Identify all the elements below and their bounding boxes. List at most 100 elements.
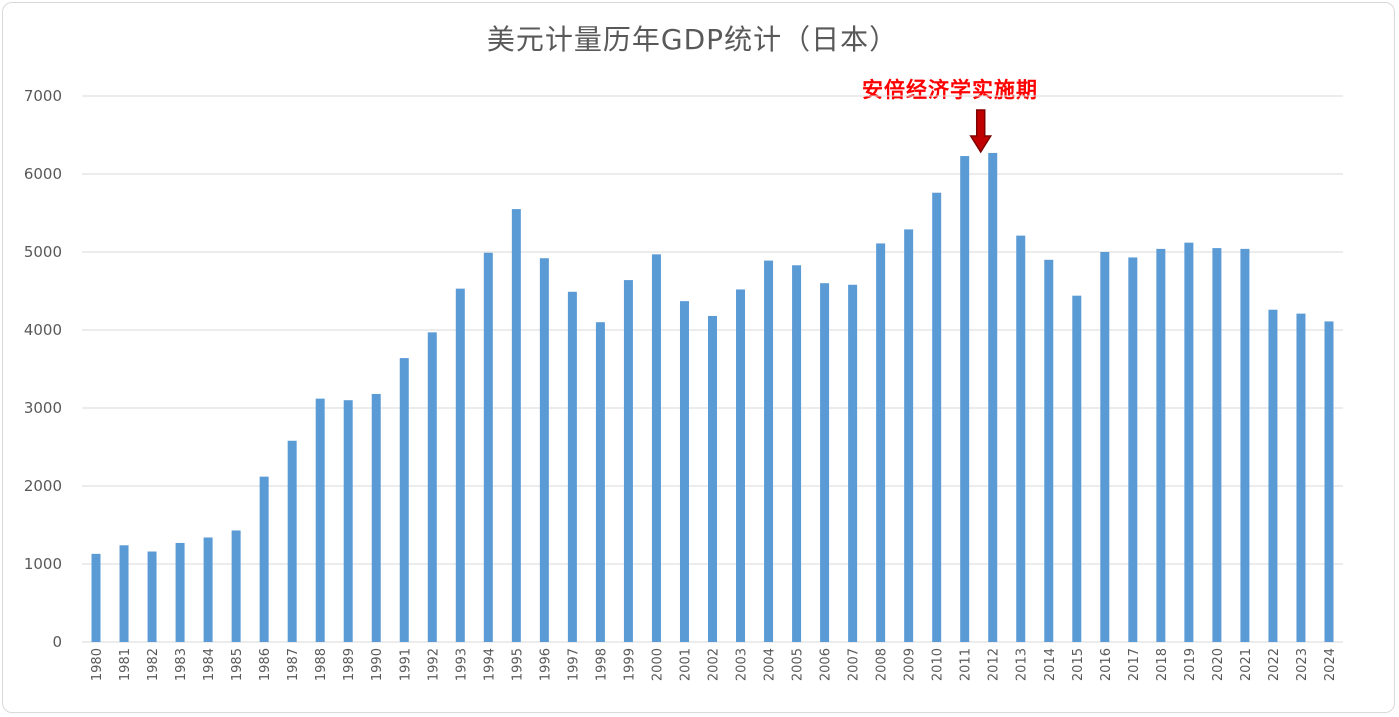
bar-2010 [932, 192, 942, 642]
x-tick-label: 1999 [622, 648, 637, 681]
bar-2006 [820, 283, 830, 642]
x-tick-label: 1994 [482, 648, 497, 681]
x-tick-label: 2010 [931, 648, 946, 681]
bar-1981 [119, 545, 129, 642]
chart-title: 美元计量历年GDP统计（日本） [486, 23, 899, 56]
x-tick-label: 2014 [1043, 648, 1058, 681]
bar-series [91, 152, 1334, 643]
bar-2022 [1268, 309, 1278, 642]
annotation-arrow [969, 109, 993, 154]
bar-2005 [792, 265, 802, 642]
x-tick-label: 2023 [1295, 648, 1310, 681]
bar-1997 [567, 291, 577, 642]
bar-2023 [1296, 313, 1306, 642]
x-tick-label: 2009 [903, 648, 918, 681]
bar-2014 [1044, 259, 1054, 642]
bar-1991 [399, 358, 409, 642]
x-tick-label: 2012 [987, 648, 1002, 681]
bar-1982 [147, 551, 157, 642]
x-tick-label: 1991 [398, 648, 413, 681]
bar-1986 [259, 476, 269, 642]
y-tick-label: 7000 [24, 87, 62, 105]
x-tick-label: 2021 [1239, 648, 1254, 681]
bar-1994 [483, 252, 493, 642]
down-arrow-icon [969, 109, 993, 154]
y-tick-label: 0 [52, 633, 62, 651]
bar-1988 [315, 398, 325, 642]
bar-2002 [708, 315, 717, 642]
bar-1983 [175, 542, 185, 642]
bar-2000 [651, 254, 661, 642]
x-tick-label: 2013 [1015, 648, 1030, 681]
x-tick-label: 1985 [230, 648, 245, 681]
bar-1999 [623, 280, 633, 642]
bar-2018 [1156, 248, 1166, 642]
y-tick-label: 3000 [24, 399, 62, 417]
x-tick-label: 1990 [370, 648, 385, 681]
y-tick-label: 6000 [24, 165, 62, 183]
bar-2012 [988, 152, 998, 642]
bar-2013 [1016, 235, 1026, 642]
x-tick-label: 1998 [594, 648, 609, 681]
y-tick-label: 4000 [24, 321, 62, 339]
bar-2019 [1184, 242, 1194, 642]
bar-2001 [679, 301, 689, 642]
x-axis-ticks: 1980 1981 1982 1983 1984 1985 1986 1987 1988 1989… [90, 648, 1338, 681]
x-tick-label: 2008 [875, 648, 890, 681]
bar-2016 [1100, 252, 1110, 642]
x-tick-label: 2004 [763, 648, 778, 681]
x-tick-label: 1980 [90, 648, 105, 681]
x-tick-label: 2016 [1099, 648, 1114, 681]
x-tick-label: 1995 [510, 648, 525, 681]
bar-1995 [511, 209, 521, 642]
x-tick-label: 1997 [566, 648, 581, 681]
y-axis-ticks: 0 1000 2000 3000 4000 5000 6000 7000 [24, 87, 62, 651]
x-tick-label: 2006 [819, 648, 834, 681]
x-tick-label: 2019 [1183, 648, 1198, 681]
x-tick-label: 2007 [847, 648, 862, 681]
x-tick-label: 1987 [286, 648, 301, 681]
x-tick-label: 1983 [174, 648, 189, 681]
x-tick-label: 1989 [342, 648, 357, 681]
x-tick-label: 2002 [707, 648, 722, 681]
x-tick-label: 2024 [1323, 648, 1338, 681]
bar-2004 [764, 260, 774, 642]
bar-1989 [343, 400, 353, 642]
x-tick-label: 1993 [454, 648, 469, 681]
bar-2003 [736, 289, 746, 642]
bar-1980 [91, 553, 101, 642]
x-tick-label: 1982 [146, 648, 161, 681]
bar-2009 [904, 229, 914, 642]
x-tick-label: 1992 [426, 648, 441, 681]
bar-2011 [960, 156, 970, 642]
x-tick-label: 2003 [735, 648, 750, 681]
x-tick-label: 2000 [650, 648, 665, 681]
bar-2021 [1240, 248, 1250, 642]
x-tick-label: 1996 [538, 648, 553, 681]
x-tick-label: 1988 [314, 648, 329, 681]
x-tick-label: 2005 [791, 648, 806, 681]
x-tick-label: 2020 [1211, 648, 1226, 681]
y-tick-label: 5000 [24, 243, 62, 261]
bar-2020 [1212, 248, 1222, 642]
x-tick-label: 2017 [1127, 648, 1142, 681]
bar-2008 [876, 243, 886, 643]
x-tick-label: 1986 [258, 648, 273, 681]
bar-1990 [371, 393, 381, 642]
bar-1992 [427, 332, 437, 642]
bar-1993 [455, 288, 465, 642]
y-tick-label: 1000 [24, 555, 62, 573]
bar-2007 [848, 284, 858, 642]
x-tick-label: 1981 [118, 648, 133, 681]
x-tick-label: 2018 [1155, 648, 1170, 681]
bar-2024 [1324, 321, 1334, 642]
bar-1998 [595, 322, 605, 642]
bar-1984 [203, 537, 213, 642]
x-tick-label: 1984 [202, 648, 217, 681]
bar-2017 [1128, 257, 1138, 642]
x-tick-label: 2011 [959, 648, 974, 681]
y-tick-label: 2000 [24, 477, 62, 495]
x-tick-label: 2015 [1071, 648, 1086, 681]
annotation-label: 安倍经济学实施期 [862, 78, 1038, 102]
